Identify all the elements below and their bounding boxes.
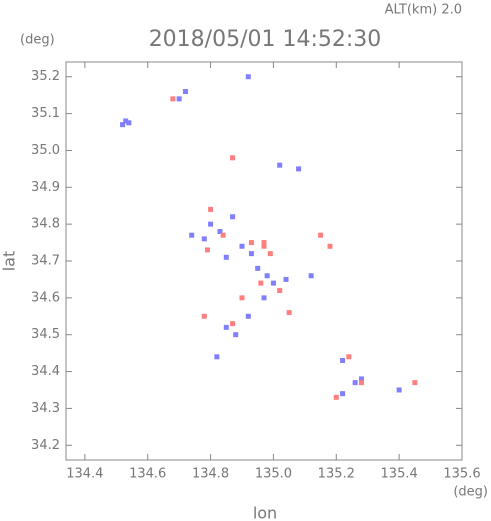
echo-point (245, 74, 251, 80)
echo-point (223, 254, 229, 260)
echo-point (261, 243, 267, 249)
echo-point (346, 354, 352, 360)
echo-point (214, 354, 220, 360)
y-tick-label: 34.7 (31, 254, 60, 269)
x-tick-label: 135.6 (443, 467, 480, 482)
y-tick-label: 34.2 (31, 438, 60, 453)
echo-point (230, 321, 236, 327)
echo-point (208, 206, 214, 212)
echo-point (239, 295, 245, 301)
x-tick-label: 134.6 (129, 467, 166, 482)
echo-point (120, 122, 126, 128)
echo-point (267, 251, 273, 257)
echo-point (230, 214, 236, 220)
y-unit: (deg) (20, 33, 55, 48)
echo-point (283, 276, 289, 282)
echo-point (176, 96, 182, 102)
x-tick-label: 135.2 (318, 467, 355, 482)
echo-point (182, 88, 188, 94)
y-tick-label: 34.9 (31, 180, 60, 195)
y-tick-label: 34.5 (31, 327, 60, 342)
x-axis-label: lon (253, 504, 277, 521)
echo-point (358, 380, 364, 386)
echo-point (277, 162, 283, 168)
echo-point (201, 236, 207, 242)
echo-point (217, 229, 223, 235)
echo-point (123, 118, 129, 124)
x-tick-label: 134.8 (192, 467, 229, 482)
y-tick-label: 34.8 (31, 217, 60, 232)
echo-point (233, 332, 239, 338)
echo-point (248, 240, 254, 246)
echo-point (358, 376, 364, 382)
echo-point (258, 280, 264, 286)
echo-point (340, 358, 346, 363)
echo-point (286, 310, 292, 316)
echo-point (333, 394, 339, 400)
echo-point (208, 221, 214, 227)
echo-point (126, 120, 132, 126)
y-tick-label: 35.1 (31, 106, 60, 121)
echo-point (220, 232, 226, 238)
echo-point (261, 240, 267, 246)
x-tick-label: 135.4 (381, 467, 418, 482)
x-tick-label: 134.4 (66, 467, 103, 482)
echo-point (239, 243, 245, 249)
echo-point (204, 247, 210, 253)
y-axis-label: lat (0, 251, 19, 272)
x-unit: (deg) (453, 485, 488, 500)
echo-point (261, 295, 267, 301)
echo-point (189, 232, 195, 238)
echo-point (245, 313, 251, 319)
echo-point (327, 243, 333, 249)
echo-point (201, 313, 207, 319)
echo-point (170, 96, 176, 102)
y-tick-label: 34.6 (31, 290, 60, 305)
echo-point (308, 273, 314, 279)
echo-point (318, 232, 324, 238)
chart-title: 2018/05/01 14:52:30 (149, 27, 382, 52)
y-tick-label: 34.3 (31, 401, 60, 416)
echo-point (352, 380, 358, 386)
echo-point (270, 280, 276, 286)
chart-subtitle: ALT(km) 2.0 (385, 3, 462, 18)
echo-point (396, 387, 402, 393)
echo-point (230, 155, 236, 161)
echo-point (412, 380, 418, 386)
y-tick-label: 34.4 (31, 364, 60, 379)
echo-point (223, 324, 229, 330)
echo-point (255, 265, 261, 271)
echo-point (277, 287, 283, 293)
echo-point (340, 391, 346, 397)
y-tick-label: 35.2 (31, 69, 60, 84)
echo-point (264, 273, 270, 279)
y-tick-label: 35.0 (31, 143, 60, 158)
x-tick-label: 135.0 (255, 467, 292, 482)
echo-point (248, 251, 254, 257)
echo-point (296, 166, 302, 172)
